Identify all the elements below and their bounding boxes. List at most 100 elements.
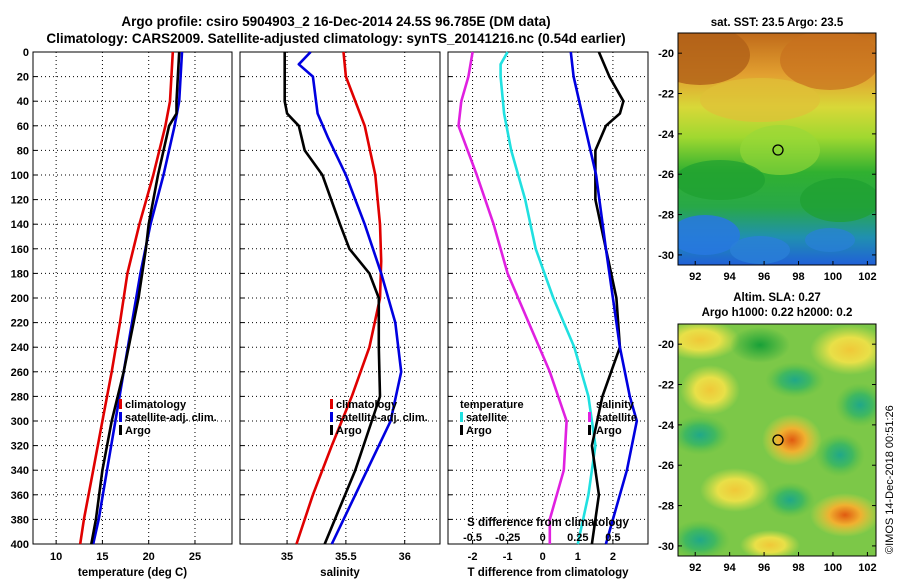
legend-label: satellite bbox=[466, 412, 507, 424]
y-tick-label: 100 bbox=[11, 170, 29, 182]
y-tick-label: 400 bbox=[11, 539, 29, 551]
x2-tick-label: -0.25 bbox=[495, 532, 520, 544]
series-line-climatology bbox=[78, 51, 175, 545]
series-line-satellite bbox=[499, 51, 597, 545]
y-tick-label: 80 bbox=[17, 145, 29, 157]
series-line-satellite bbox=[457, 51, 568, 544]
x-tick-label: 1 bbox=[575, 551, 581, 563]
y-tick-label: 120 bbox=[11, 195, 29, 207]
sst-map-image bbox=[678, 33, 876, 265]
map-y-tick-label: -26 bbox=[658, 169, 674, 181]
legend-swatch bbox=[119, 412, 122, 422]
map-y-tick-label: -28 bbox=[658, 501, 674, 513]
title-line1: Argo profile: csiro 5904903_2 16-Dec-201… bbox=[121, 14, 550, 29]
series-line-climatology bbox=[295, 51, 383, 545]
sla-map-frame bbox=[677, 323, 877, 557]
map-x-tick-label: 102 bbox=[858, 271, 876, 283]
difference-panel: -2 -1 0 1 2 T difference from climatology temp… bbox=[447, 51, 649, 579]
legend-swatch bbox=[588, 412, 591, 422]
y-tick-label: 160 bbox=[11, 244, 29, 256]
map-y-tick-label: -22 bbox=[658, 89, 674, 101]
map-x-tick-label: 98 bbox=[792, 562, 804, 574]
x-tick-label: -2 bbox=[468, 551, 478, 563]
map-y-tick-label: -20 bbox=[658, 339, 674, 351]
x-axis-label: T difference from climatology bbox=[467, 567, 629, 579]
y-tick-label: 180 bbox=[11, 268, 29, 280]
x-tick-label: 2 bbox=[610, 551, 616, 563]
x-tick-label: 35.5 bbox=[335, 551, 356, 563]
sst-argo-marker bbox=[772, 144, 784, 156]
y-tick-label: 140 bbox=[11, 219, 29, 231]
map-y-tick-label: -20 bbox=[658, 48, 674, 60]
legend-swatch bbox=[330, 412, 333, 422]
legend-label: satellite-adj. clim. bbox=[336, 412, 428, 424]
legend-label: Argo bbox=[466, 425, 492, 437]
legend-label: climatology bbox=[125, 399, 187, 411]
title-line2: Climatology: CARS2009. Satellite-adjuste… bbox=[46, 31, 625, 46]
series-line-satellite-adj--clim- bbox=[91, 51, 184, 545]
legend-title-salinity: salinity bbox=[596, 399, 635, 411]
x-tick-label: 0 bbox=[540, 551, 546, 563]
x-tick-label: -1 bbox=[503, 551, 513, 563]
map-y-tick-label: -30 bbox=[658, 250, 674, 262]
x-tick-label: 36 bbox=[399, 551, 411, 563]
y-tick-label: 380 bbox=[11, 514, 29, 526]
x-tick-label: 20 bbox=[143, 551, 155, 563]
map-x-tick-label: 94 bbox=[724, 562, 737, 574]
y-tick-label: 340 bbox=[11, 465, 29, 477]
legend-swatch bbox=[330, 425, 333, 435]
x2-tick-label: 0.25 bbox=[567, 532, 588, 544]
x-tick-label: 35 bbox=[281, 551, 293, 563]
y-tick-label: 200 bbox=[11, 293, 29, 305]
x-tick-label: 10 bbox=[50, 551, 62, 563]
y-tick-label: 360 bbox=[11, 490, 29, 502]
map-x-tick-label: 96 bbox=[758, 271, 770, 283]
x2-tick-label: 0.5 bbox=[605, 532, 620, 544]
map-x-tick-label: 98 bbox=[792, 271, 804, 283]
imos-credit: ©IMOS 14-Dec-2018 00:51:26 bbox=[884, 405, 896, 554]
x-tick-label: 25 bbox=[189, 551, 201, 563]
sla-map-title2: Argo h1000: 0.22 h2000: 0.2 bbox=[702, 307, 853, 319]
legend-label: climatology bbox=[336, 399, 398, 411]
plot-frame bbox=[239, 51, 441, 545]
legend-swatch bbox=[119, 425, 122, 435]
legend-swatch bbox=[119, 399, 122, 409]
x2-tick-label: -0.5 bbox=[463, 532, 482, 544]
sla-map-title1: Altim. SLA: 0.27 bbox=[733, 292, 821, 304]
map-x-tick-label: 100 bbox=[824, 562, 842, 574]
x2-axis-label: S difference from climatology bbox=[467, 517, 629, 529]
plot-frame bbox=[447, 51, 649, 545]
map-x-tick-label: 94 bbox=[724, 271, 737, 283]
legend-swatch bbox=[330, 399, 333, 409]
y-tick-label: 300 bbox=[11, 416, 29, 428]
legend-label: Argo bbox=[596, 425, 622, 437]
x-axis-label: temperature (deg C) bbox=[78, 567, 187, 579]
x2-tick-label: 0 bbox=[540, 532, 546, 544]
legend-label: Argo bbox=[125, 425, 151, 437]
sst-map-frame bbox=[677, 32, 877, 266]
x-tick-label: 15 bbox=[96, 551, 108, 563]
map-y-tick-label: -30 bbox=[658, 541, 674, 553]
sla-map-image bbox=[678, 324, 876, 556]
plot-frame bbox=[32, 51, 233, 545]
map-y-tick-label: -28 bbox=[658, 210, 674, 222]
map-x-tick-label: 92 bbox=[689, 562, 701, 574]
y-tick-label: 0 bbox=[23, 47, 29, 59]
legend-label: Argo bbox=[336, 425, 362, 437]
map-x-tick-label: 102 bbox=[858, 562, 876, 574]
y-tick-label: 320 bbox=[11, 441, 29, 453]
y-tick-label: 280 bbox=[11, 391, 29, 403]
y-tick-label: 40 bbox=[17, 96, 29, 108]
y-tick-label: 240 bbox=[11, 342, 29, 354]
y-tick-label: 260 bbox=[11, 367, 29, 379]
salinity-panel: 35 35.5 36 salinity climatologysatellite-adj… bbox=[239, 51, 441, 579]
sla-map-axes: 92 94 96 98 100 102 -20 -22 -24 -26 -28 -30 bbox=[658, 339, 876, 574]
legend-label: satellite bbox=[596, 412, 637, 424]
series-line-satellite-adj--clim- bbox=[297, 51, 403, 545]
legend-swatch bbox=[588, 425, 591, 435]
series-line-argo bbox=[90, 51, 181, 545]
map-y-tick-label: -26 bbox=[658, 460, 674, 472]
map-x-tick-label: 100 bbox=[824, 271, 842, 283]
map-y-tick-label: -22 bbox=[658, 380, 674, 392]
